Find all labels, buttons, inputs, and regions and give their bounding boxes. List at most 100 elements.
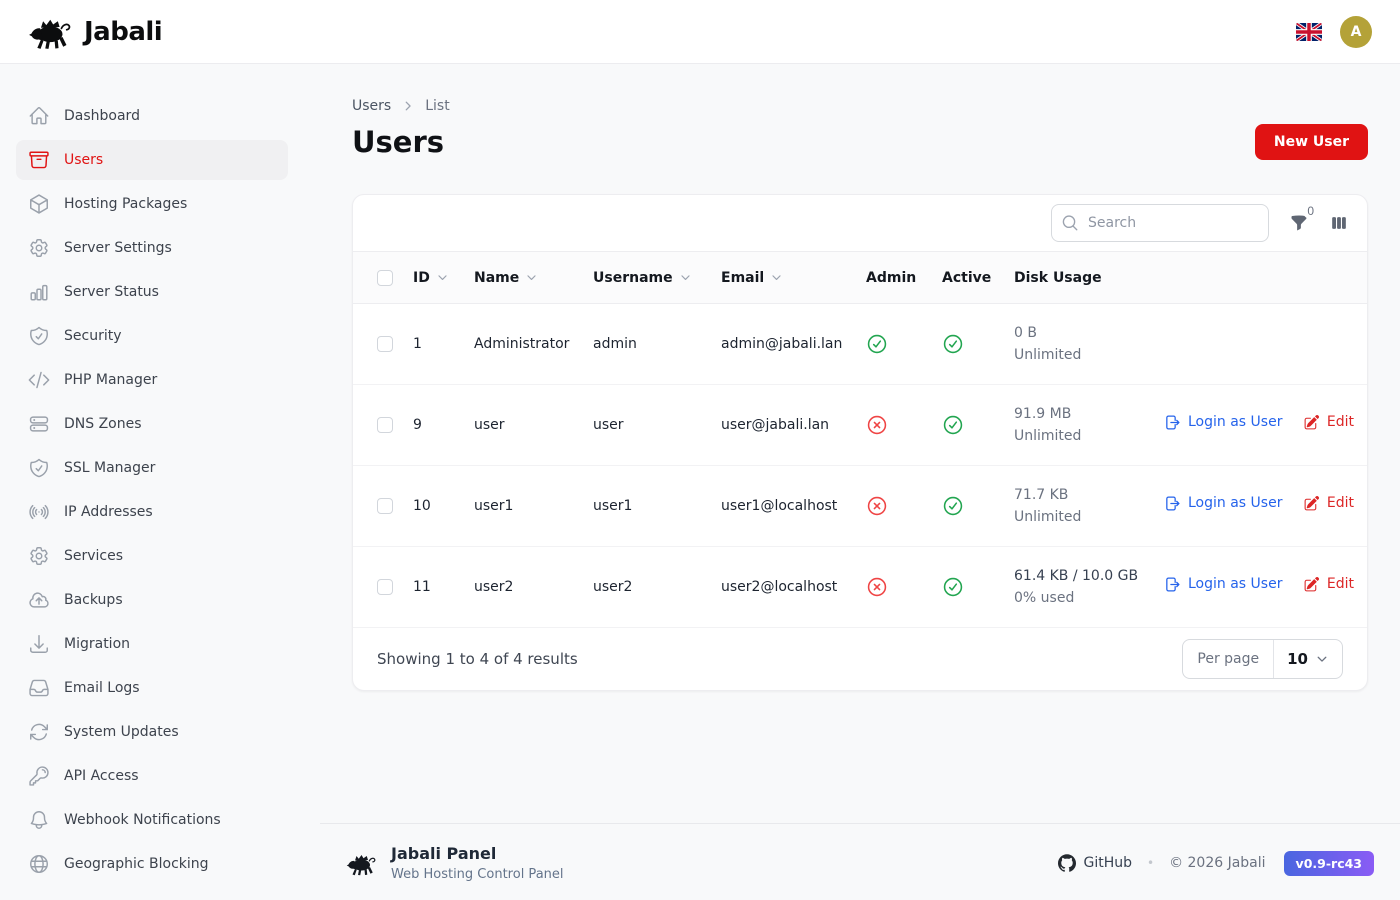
row-checkbox[interactable] xyxy=(377,579,393,595)
filter-button[interactable]: 0 xyxy=(1289,203,1318,233)
bar-chart-icon xyxy=(28,281,50,303)
row-checkbox[interactable] xyxy=(377,417,393,433)
login-icon xyxy=(1164,495,1181,512)
disk-used: 61.4 KB / 10.0 GB xyxy=(1014,568,1139,584)
sort-by-name[interactable]: Name xyxy=(474,270,538,286)
code-brackets-icon xyxy=(28,369,50,391)
row-checkbox[interactable] xyxy=(377,336,393,352)
sidebar-item-ssl-manager[interactable]: SSL Manager xyxy=(16,448,288,488)
sidebar-item-label: API Access xyxy=(64,768,139,784)
shield-check-icon xyxy=(28,457,50,479)
login-icon xyxy=(1164,414,1181,431)
sidebar-item-server-settings[interactable]: Server Settings xyxy=(16,228,288,268)
sort-by-id[interactable]: ID xyxy=(413,270,449,286)
topbar: Jabali A xyxy=(0,0,1400,64)
cell-name: user xyxy=(474,384,593,466)
per-page-select[interactable]: Per page 10 xyxy=(1182,639,1343,679)
login-as-user-link[interactable]: Login as User xyxy=(1164,414,1282,431)
boar-logo-icon xyxy=(346,851,378,876)
toggle-columns-button[interactable] xyxy=(1329,213,1349,233)
row-checkbox[interactable] xyxy=(377,498,393,514)
main-content: Users List Users New User 0 xyxy=(304,64,1400,900)
cell-username: user1 xyxy=(593,465,721,547)
breadcrumb-users[interactable]: Users xyxy=(352,98,392,114)
columns-icon xyxy=(1329,213,1349,233)
brand-logo[interactable]: Jabali xyxy=(28,14,163,50)
page-header: Users New User xyxy=(352,124,1368,160)
sidebar-item-geographic-blocking[interactable]: Geographic Blocking xyxy=(16,844,288,884)
sidebar-item-label: PHP Manager xyxy=(64,372,158,388)
pencil-square-icon xyxy=(1303,576,1320,593)
search-icon xyxy=(1061,214,1079,232)
cell-id: 10 xyxy=(413,465,474,547)
edit-link[interactable]: Edit xyxy=(1303,414,1354,431)
new-user-button[interactable]: New User xyxy=(1254,124,1368,160)
sidebar-item-backups[interactable]: Backups xyxy=(16,580,288,620)
footer-brand-name: Jabali Panel xyxy=(391,844,497,863)
search-input[interactable] xyxy=(1051,204,1269,242)
table-row[interactable]: 11 user2 user2 user2@localhost 61.4 KB /… xyxy=(353,546,1367,628)
globe-icon xyxy=(28,853,50,875)
sidebar-item-label: Users xyxy=(64,152,104,168)
cell-actions: Login as User Edit xyxy=(1164,384,1367,466)
chevron-down-icon xyxy=(525,271,538,284)
gear-icon xyxy=(28,237,50,259)
edit-link[interactable]: Edit xyxy=(1303,576,1354,593)
language-flag-button[interactable] xyxy=(1296,22,1322,41)
server-stack-icon xyxy=(28,413,50,435)
brand-name: Jabali xyxy=(84,16,163,47)
cell-email: user2@localhost xyxy=(721,546,866,628)
sort-by-username[interactable]: Username xyxy=(593,270,692,286)
sidebar-item-services[interactable]: Services xyxy=(16,536,288,576)
sidebar-item-email-logs[interactable]: Email Logs xyxy=(16,668,288,708)
table-row[interactable]: 1 Administrator admin admin@jabali.lan 0… xyxy=(353,303,1367,385)
key-icon xyxy=(28,765,50,787)
cell-name: Administrator xyxy=(474,303,593,385)
footer-separator: • xyxy=(1146,856,1155,870)
edit-link[interactable]: Edit xyxy=(1303,495,1354,512)
sidebar-item-server-status[interactable]: Server Status xyxy=(16,272,288,312)
active-yes-icon xyxy=(942,333,964,355)
table-row[interactable]: 9 user user user@jabali.lan 91.9 MB Unli… xyxy=(353,384,1367,466)
results-summary: Showing 1 to 4 of 4 results xyxy=(377,650,578,668)
cell-username: user xyxy=(593,384,721,466)
table-header-row: ID Name Username Email Admin Active Disk… xyxy=(353,251,1367,304)
disk-limit: Unlimited xyxy=(1014,428,1082,444)
sidebar-item-api-access[interactable]: API Access xyxy=(16,756,288,796)
users-table: ID Name Username Email Admin Active Disk… xyxy=(353,251,1367,628)
login-as-user-link[interactable]: Login as User xyxy=(1164,495,1282,512)
table-toolbar: 0 xyxy=(353,195,1367,251)
bell-icon xyxy=(28,809,50,831)
sidebar-item-security[interactable]: Security xyxy=(16,316,288,356)
sidebar-item-label: SSL Manager xyxy=(64,460,156,476)
select-all-checkbox[interactable] xyxy=(377,269,393,286)
cell-actions: Login as User Edit xyxy=(1164,546,1367,628)
sidebar-item-ip-addresses[interactable]: IP Addresses xyxy=(16,492,288,532)
sidebar-item-migration[interactable]: Migration xyxy=(16,624,288,664)
table-row[interactable]: 10 user1 user1 user1@localhost 71.7 KB U… xyxy=(353,465,1367,547)
chevron-down-icon xyxy=(1315,652,1329,666)
cell-actions: Login as User Edit xyxy=(1164,465,1367,547)
login-as-user-link[interactable]: Login as User xyxy=(1164,576,1282,593)
footer-tagline: Web Hosting Control Panel xyxy=(391,867,564,882)
sidebar-item-label: Migration xyxy=(64,636,131,652)
search-box xyxy=(1051,204,1269,242)
github-link[interactable]: GitHub xyxy=(1058,854,1132,872)
shield-check-icon xyxy=(28,325,50,347)
sidebar-item-hosting-packages[interactable]: Hosting Packages xyxy=(16,184,288,224)
sidebar-item-system-updates[interactable]: System Updates xyxy=(16,712,288,752)
active-yes-icon xyxy=(942,414,964,436)
sidebar-item-dashboard[interactable]: Dashboard xyxy=(16,96,288,136)
disk-used: 71.7 KB xyxy=(1014,487,1069,503)
sidebar-item-users[interactable]: Users xyxy=(16,140,288,180)
breadcrumb: Users List xyxy=(352,98,1368,114)
cell-email: admin@jabali.lan xyxy=(721,303,866,385)
user-avatar[interactable]: A xyxy=(1340,15,1372,48)
header-disk-usage: Disk Usage xyxy=(1014,251,1164,304)
sidebar-item-webhook-notifications[interactable]: Webhook Notifications xyxy=(16,800,288,840)
sidebar-item-php-manager[interactable]: PHP Manager xyxy=(16,360,288,400)
cell-id: 1 xyxy=(413,303,474,385)
disk-limit: Unlimited xyxy=(1014,347,1082,363)
sort-by-email[interactable]: Email xyxy=(721,270,783,286)
sidebar-item-dns-zones[interactable]: DNS Zones xyxy=(16,404,288,444)
